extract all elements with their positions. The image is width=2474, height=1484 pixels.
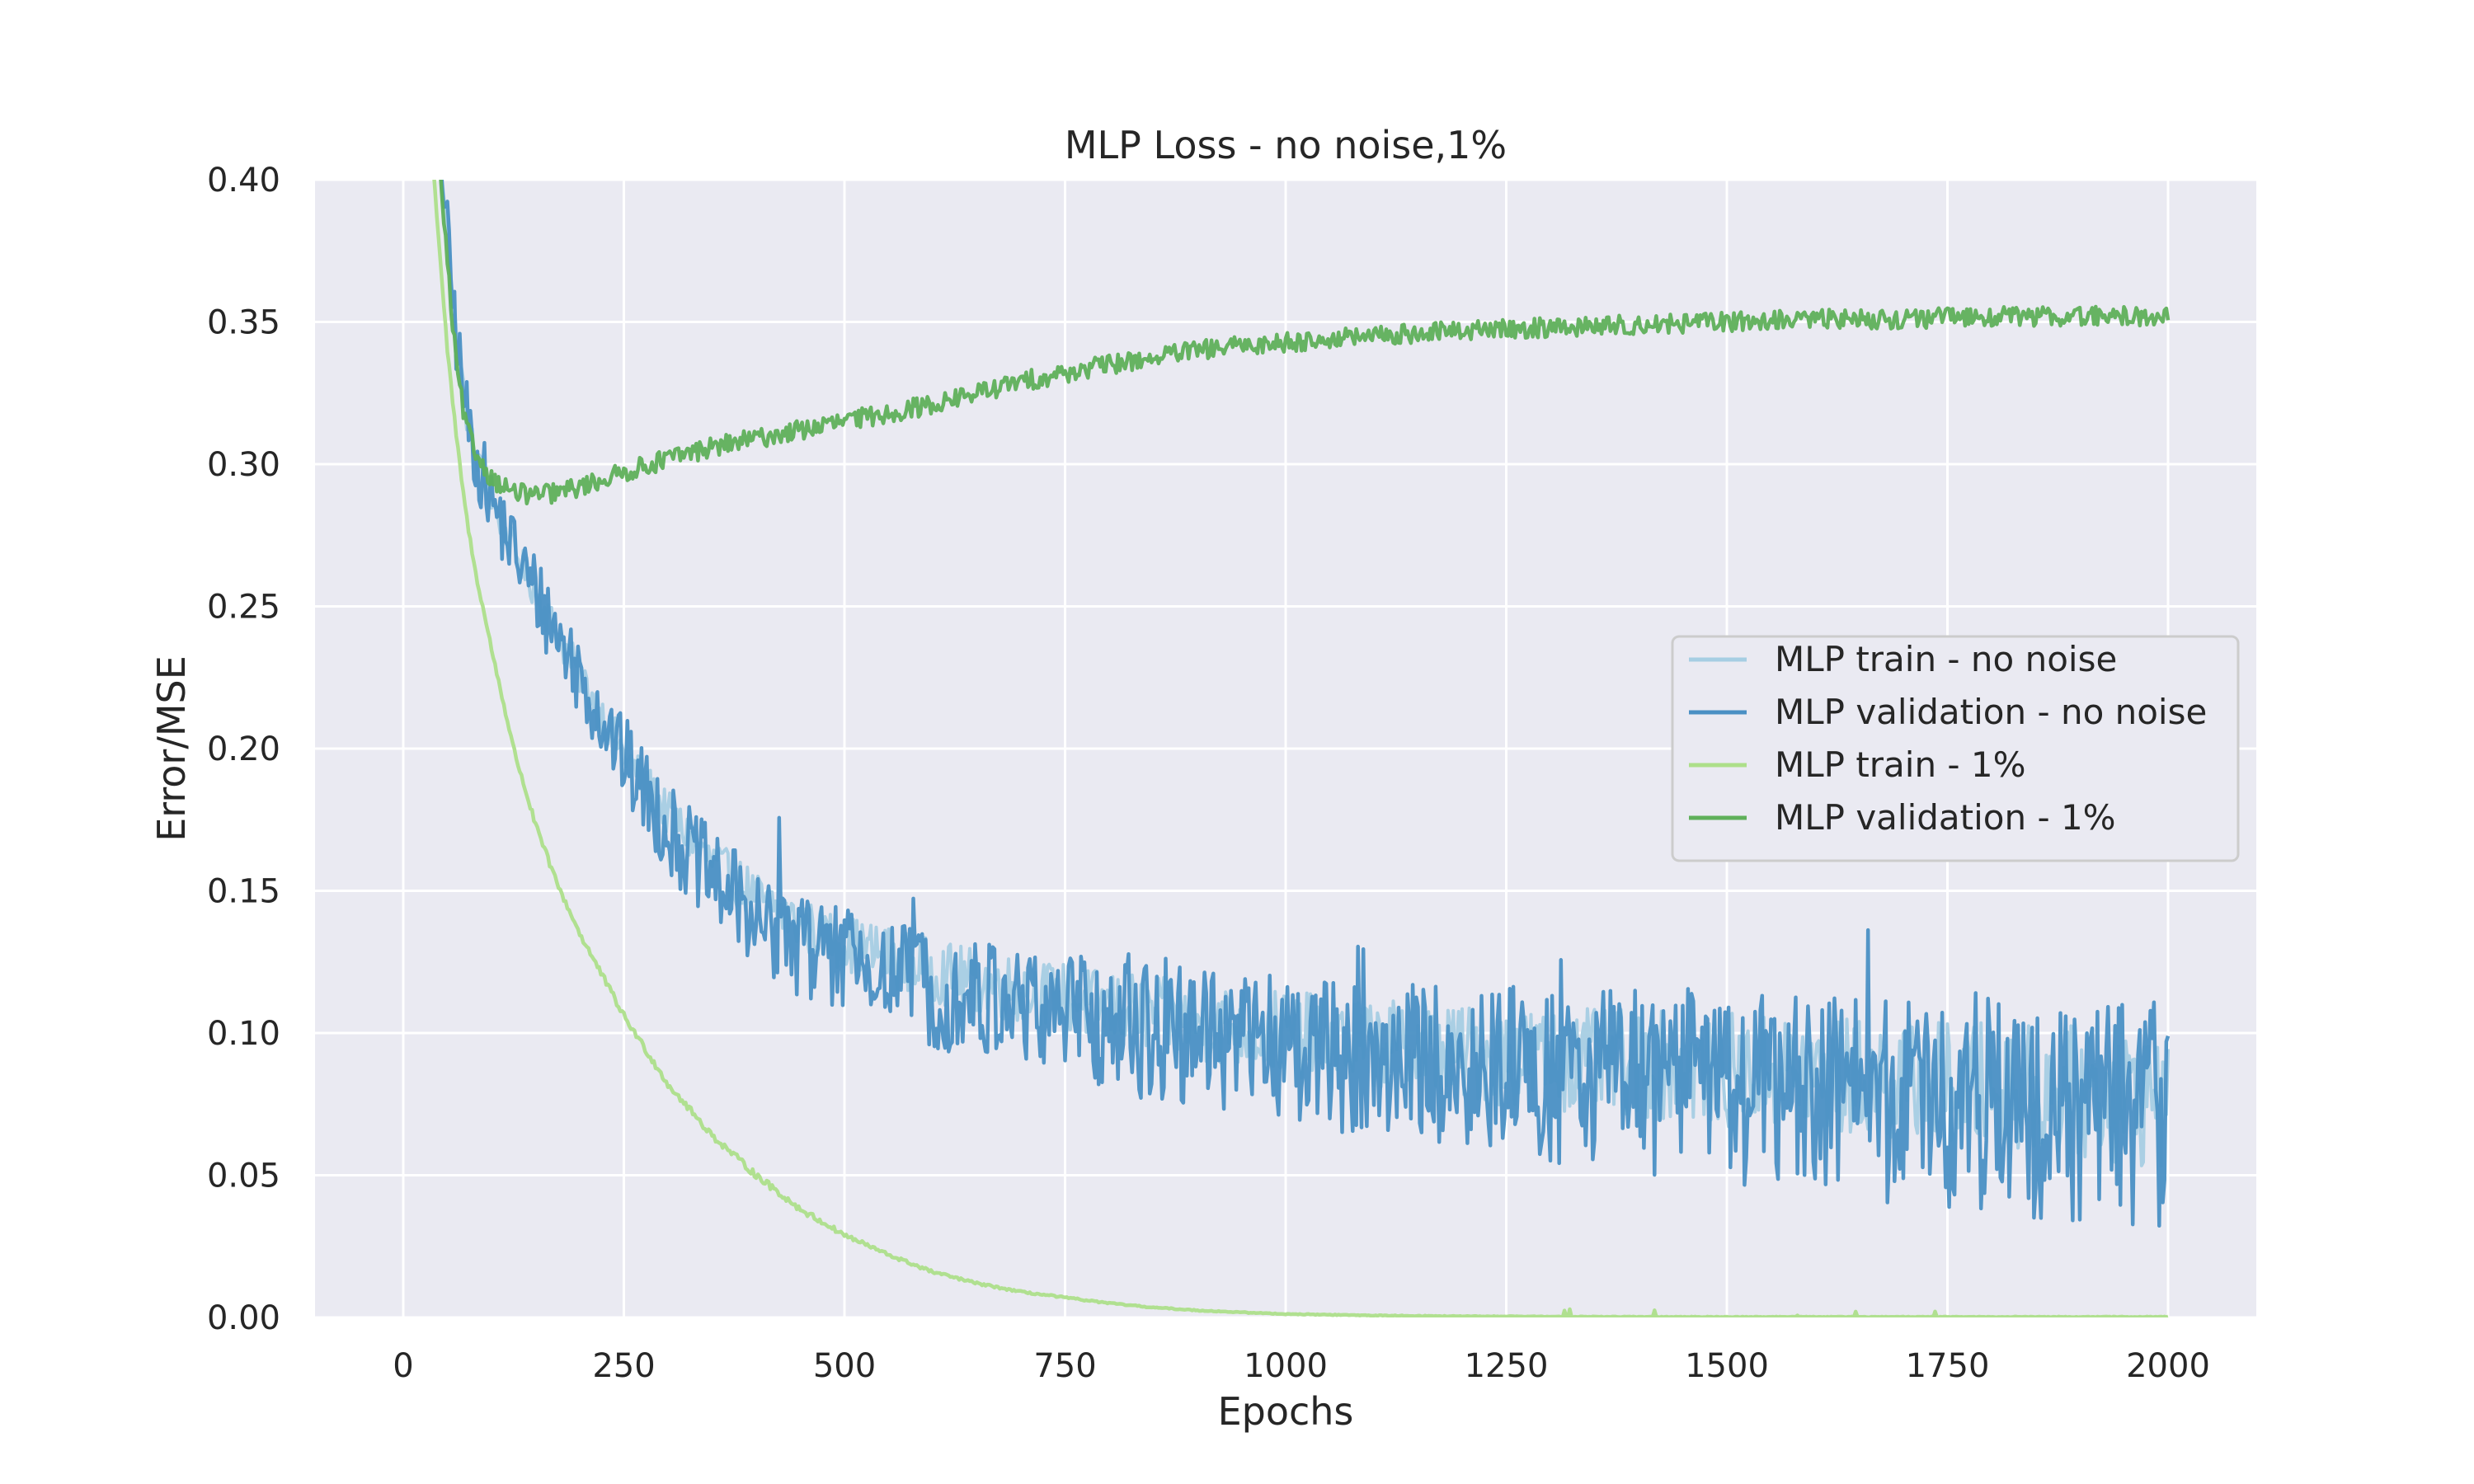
x-tick-label: 2000 bbox=[2126, 1347, 2210, 1385]
y-tick-label: 0.15 bbox=[207, 873, 280, 911]
series-line-3 bbox=[432, 180, 2169, 1317]
legend-label: MLP train - no noise bbox=[1775, 639, 2117, 679]
y-tick-label: 0.10 bbox=[207, 1015, 280, 1053]
y-tick-label: 0.30 bbox=[207, 446, 280, 484]
y-tick-label: 0.05 bbox=[207, 1158, 280, 1195]
legend: MLP train - no noise MLP validation - no … bbox=[1671, 635, 2240, 862]
x-tick-label: 0 bbox=[393, 1347, 413, 1385]
y-tick-label: 0.35 bbox=[207, 304, 280, 342]
series-line-2 bbox=[440, 180, 2171, 1228]
y-tick-label: 0.25 bbox=[207, 589, 280, 627]
x-tick-labels: 0 250 500 750 1000 1250 1500 1750 2000 bbox=[393, 1347, 2210, 1385]
x-tick-label: 250 bbox=[592, 1347, 655, 1385]
x-tick-label: 1250 bbox=[1465, 1347, 1549, 1385]
chart-title: MLP Loss - no noise,1% bbox=[1065, 123, 1507, 167]
y-axis-title: Error/MSE bbox=[149, 655, 194, 842]
y-tick-label: 0.00 bbox=[207, 1299, 280, 1337]
x-tick-label: 1750 bbox=[1906, 1347, 1990, 1385]
x-tick-label: 1000 bbox=[1244, 1347, 1328, 1385]
y-tick-labels: 0.00 0.05 0.10 0.15 0.20 0.25 0.30 0.35 0.40 bbox=[207, 162, 280, 1337]
x-tick-label: 750 bbox=[1033, 1347, 1096, 1385]
x-tick-label: 1500 bbox=[1685, 1347, 1769, 1385]
legend-label: MLP train - 1% bbox=[1775, 744, 2026, 785]
legend-label: MLP validation - 1% bbox=[1775, 797, 2116, 838]
x-axis-title: Epochs bbox=[1218, 1389, 1354, 1434]
y-tick-label: 0.40 bbox=[207, 162, 280, 200]
y-tick-label: 0.20 bbox=[207, 730, 280, 768]
legend-box bbox=[1671, 635, 2240, 862]
series-layer bbox=[432, 180, 2171, 1317]
x-tick-label: 500 bbox=[813, 1347, 876, 1385]
legend-label: MLP validation - no noise bbox=[1775, 692, 2207, 732]
series-line-4 bbox=[439, 180, 2171, 506]
